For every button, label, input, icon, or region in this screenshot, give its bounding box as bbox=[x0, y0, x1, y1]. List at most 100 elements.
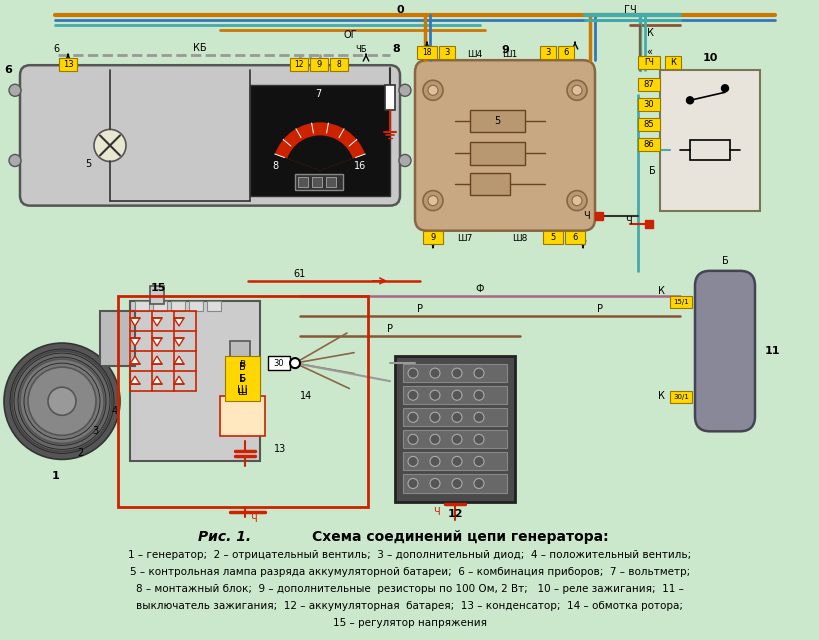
Bar bbox=[595, 212, 602, 220]
Bar bbox=[564, 230, 584, 244]
Circle shape bbox=[399, 84, 410, 96]
Text: Ф: Ф bbox=[475, 284, 484, 294]
Circle shape bbox=[451, 368, 461, 378]
Circle shape bbox=[20, 359, 104, 444]
Polygon shape bbox=[174, 338, 183, 346]
Bar bbox=[268, 356, 290, 370]
Circle shape bbox=[429, 390, 440, 400]
Text: К: К bbox=[658, 286, 664, 296]
Polygon shape bbox=[130, 338, 140, 346]
Text: Ч: Ч bbox=[582, 211, 590, 221]
Bar bbox=[469, 143, 524, 164]
Text: 3: 3 bbox=[444, 48, 449, 57]
Bar bbox=[423, 230, 442, 244]
Circle shape bbox=[4, 343, 120, 460]
Bar bbox=[669, 296, 691, 308]
Text: выключатель зажигания;  12 – аккумуляторная  батарея;  13 – конденсатор;  14 – о: выключатель зажигания; 12 – аккумуляторн… bbox=[136, 601, 683, 611]
Polygon shape bbox=[152, 356, 162, 364]
Circle shape bbox=[9, 154, 21, 166]
Text: Р: Р bbox=[417, 304, 423, 314]
Text: 13: 13 bbox=[274, 444, 286, 454]
Text: 3: 3 bbox=[92, 426, 98, 436]
Bar bbox=[118, 296, 368, 506]
Bar bbox=[135, 301, 149, 311]
Bar bbox=[150, 286, 164, 304]
Text: В
Б
Ш: В Б Ш bbox=[237, 362, 247, 396]
Text: 5: 5 bbox=[550, 233, 555, 242]
Circle shape bbox=[408, 412, 418, 422]
Text: Б: Б bbox=[238, 374, 245, 383]
Text: 5 – контрольная лампа разряда аккумуляторной батареи;  6 – комбинация приборов; : 5 – контрольная лампа разряда аккумулято… bbox=[129, 567, 690, 577]
Text: 30: 30 bbox=[274, 358, 284, 367]
Polygon shape bbox=[174, 356, 183, 364]
Text: 12: 12 bbox=[294, 60, 303, 69]
Circle shape bbox=[429, 368, 440, 378]
Bar bbox=[385, 85, 395, 110]
Circle shape bbox=[451, 435, 461, 444]
Bar bbox=[469, 173, 509, 195]
Text: К: К bbox=[645, 28, 653, 38]
Circle shape bbox=[686, 97, 693, 104]
Circle shape bbox=[428, 196, 437, 205]
FancyBboxPatch shape bbox=[695, 271, 754, 431]
Bar bbox=[295, 173, 342, 189]
Bar bbox=[402, 408, 506, 426]
Circle shape bbox=[451, 456, 461, 467]
Bar bbox=[206, 301, 221, 311]
Text: 6: 6 bbox=[572, 233, 577, 242]
Wedge shape bbox=[287, 136, 352, 170]
Circle shape bbox=[408, 479, 418, 488]
Bar bbox=[395, 356, 514, 502]
Bar bbox=[417, 46, 437, 59]
Text: Ш1: Ш1 bbox=[502, 50, 517, 59]
Bar bbox=[311, 177, 322, 187]
Bar bbox=[637, 118, 659, 131]
Text: В: В bbox=[238, 360, 245, 369]
Polygon shape bbox=[174, 318, 183, 326]
Bar bbox=[59, 58, 77, 71]
Circle shape bbox=[566, 191, 586, 211]
Text: Ч: Ч bbox=[624, 216, 631, 226]
Bar bbox=[171, 301, 185, 311]
Text: 87: 87 bbox=[643, 80, 654, 89]
Bar bbox=[637, 138, 659, 152]
Circle shape bbox=[423, 191, 442, 211]
Bar bbox=[637, 78, 659, 92]
Text: 9: 9 bbox=[316, 60, 321, 69]
Circle shape bbox=[429, 412, 440, 422]
Bar bbox=[229, 341, 250, 431]
Text: Р: Р bbox=[596, 304, 602, 314]
Bar bbox=[224, 356, 260, 401]
Text: КБ: КБ bbox=[193, 43, 206, 53]
Circle shape bbox=[451, 390, 461, 400]
Text: 0: 0 bbox=[396, 5, 403, 15]
Text: ЧБ: ЧБ bbox=[355, 45, 367, 54]
Bar bbox=[100, 311, 135, 366]
Polygon shape bbox=[152, 338, 162, 346]
Text: ОГ: ОГ bbox=[343, 30, 356, 40]
Text: Ч: Ч bbox=[432, 507, 440, 516]
Bar bbox=[689, 140, 729, 161]
Circle shape bbox=[429, 435, 440, 444]
Text: 5: 5 bbox=[493, 116, 500, 126]
Circle shape bbox=[428, 85, 437, 95]
Bar bbox=[310, 58, 328, 71]
Text: 86: 86 bbox=[643, 140, 654, 150]
Text: 8: 8 bbox=[391, 44, 400, 54]
Text: 14: 14 bbox=[300, 391, 312, 401]
Text: 9: 9 bbox=[430, 233, 435, 242]
Text: 4: 4 bbox=[112, 406, 118, 416]
Text: Ш: Ш bbox=[237, 388, 247, 397]
Polygon shape bbox=[174, 376, 183, 384]
Bar bbox=[637, 99, 659, 111]
Wedge shape bbox=[274, 122, 364, 170]
Bar bbox=[402, 364, 506, 382]
Bar bbox=[402, 386, 506, 404]
Circle shape bbox=[408, 435, 418, 444]
Circle shape bbox=[408, 368, 418, 378]
Circle shape bbox=[423, 80, 442, 100]
Bar bbox=[637, 56, 659, 69]
Bar bbox=[326, 177, 336, 187]
Text: 6: 6 bbox=[563, 48, 568, 57]
Circle shape bbox=[473, 412, 483, 422]
